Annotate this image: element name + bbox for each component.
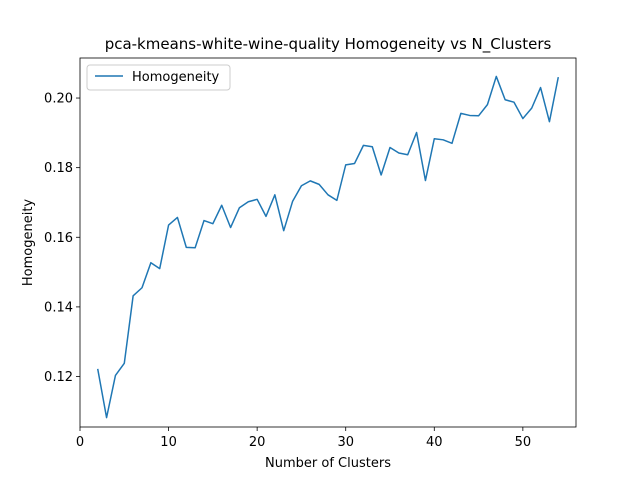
x-tick-label: 40 [426,435,443,450]
y-axis-label: Homogeneity [21,199,36,287]
x-tick-label: 10 [160,435,177,450]
x-axis-label: Number of Clusters [265,456,391,471]
plot-frame [79,57,577,428]
y-tick-label: 0.16 [44,231,73,246]
y-tick-label: 0.12 [44,370,73,385]
chart-title: pca-kmeans-white-wine-quality Homogeneit… [105,35,552,54]
x-tick-label: 20 [249,435,266,450]
x-tick-label: 50 [515,435,532,450]
legend: Homogeneity [86,64,231,91]
axis-ticks: 0 10 20 30 40 50 0.12 0.14 0.16 0.18 0.20 [44,92,531,450]
series-line-homogeneity [96,75,560,419]
y-tick-label: 0.14 [44,300,73,315]
legend-label-homogeneity: Homogeneity [132,70,220,85]
y-tick-label: 0.20 [44,92,73,107]
y-tick-label: 0.18 [44,161,73,176]
plot-area [80,58,576,427]
x-tick-label: 0 [76,435,84,450]
legend-box [86,64,231,91]
x-tick-label: 30 [337,435,354,450]
